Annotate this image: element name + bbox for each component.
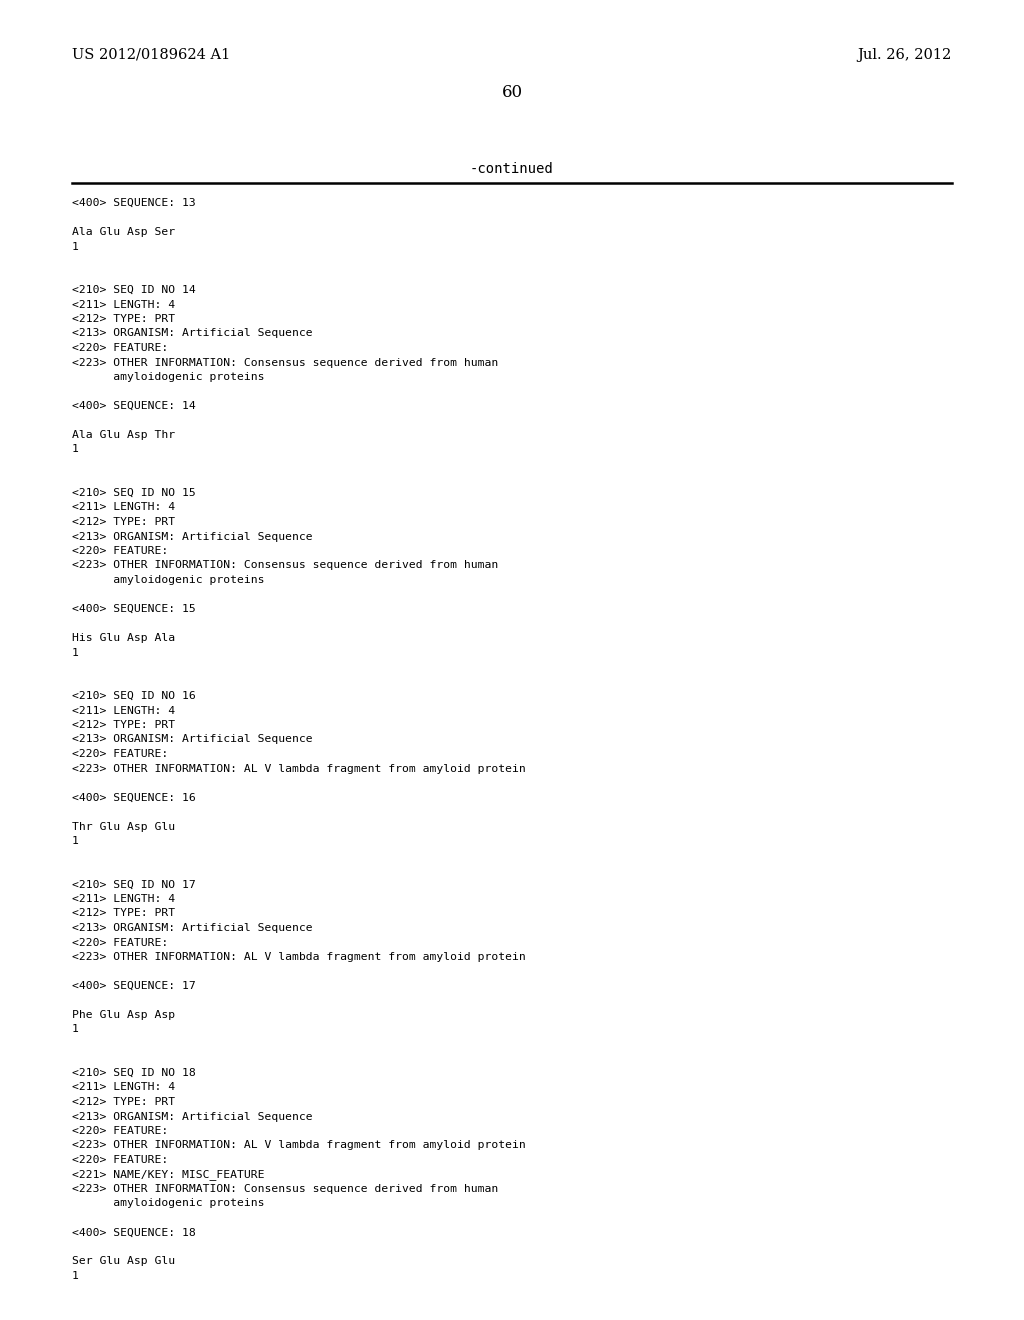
Text: <212> TYPE: PRT: <212> TYPE: PRT (72, 517, 175, 527)
Text: <223> OTHER INFORMATION: Consensus sequence derived from human: <223> OTHER INFORMATION: Consensus seque… (72, 1184, 499, 1195)
Text: <213> ORGANISM: Artificial Sequence: <213> ORGANISM: Artificial Sequence (72, 734, 312, 744)
Text: 1: 1 (72, 1024, 79, 1035)
Text: <400> SEQUENCE: 15: <400> SEQUENCE: 15 (72, 605, 196, 614)
Text: <212> TYPE: PRT: <212> TYPE: PRT (72, 908, 175, 919)
Text: <220> FEATURE:: <220> FEATURE: (72, 748, 168, 759)
Text: Jul. 26, 2012: Jul. 26, 2012 (858, 48, 952, 62)
Text: <212> TYPE: PRT: <212> TYPE: PRT (72, 1097, 175, 1107)
Text: 1: 1 (72, 836, 79, 846)
Text: amyloidogenic proteins: amyloidogenic proteins (72, 1199, 264, 1209)
Text: Thr Glu Asp Glu: Thr Glu Asp Glu (72, 821, 175, 832)
Text: <213> ORGANISM: Artificial Sequence: <213> ORGANISM: Artificial Sequence (72, 1111, 312, 1122)
Text: Phe Glu Asp Asp: Phe Glu Asp Asp (72, 1010, 175, 1020)
Text: <400> SEQUENCE: 14: <400> SEQUENCE: 14 (72, 401, 196, 411)
Text: <213> ORGANISM: Artificial Sequence: <213> ORGANISM: Artificial Sequence (72, 329, 312, 338)
Text: <213> ORGANISM: Artificial Sequence: <213> ORGANISM: Artificial Sequence (72, 923, 312, 933)
Text: 1: 1 (72, 445, 79, 454)
Text: <210> SEQ ID NO 16: <210> SEQ ID NO 16 (72, 690, 196, 701)
Text: Ser Glu Asp Glu: Ser Glu Asp Glu (72, 1257, 175, 1266)
Text: <210> SEQ ID NO 17: <210> SEQ ID NO 17 (72, 879, 196, 890)
Text: <211> LENGTH: 4: <211> LENGTH: 4 (72, 503, 175, 512)
Text: 1: 1 (72, 1271, 79, 1280)
Text: <220> FEATURE:: <220> FEATURE: (72, 343, 168, 352)
Text: His Glu Asp Ala: His Glu Asp Ala (72, 634, 175, 643)
Text: <400> SEQUENCE: 13: <400> SEQUENCE: 13 (72, 198, 196, 209)
Text: <210> SEQ ID NO 15: <210> SEQ ID NO 15 (72, 488, 196, 498)
Text: <213> ORGANISM: Artificial Sequence: <213> ORGANISM: Artificial Sequence (72, 532, 312, 541)
Text: 1: 1 (72, 648, 79, 657)
Text: <400> SEQUENCE: 18: <400> SEQUENCE: 18 (72, 1228, 196, 1238)
Text: <400> SEQUENCE: 17: <400> SEQUENCE: 17 (72, 981, 196, 991)
Text: <221> NAME/KEY: MISC_FEATURE: <221> NAME/KEY: MISC_FEATURE (72, 1170, 264, 1180)
Text: Ala Glu Asp Ser: Ala Glu Asp Ser (72, 227, 175, 238)
Text: <223> OTHER INFORMATION: AL V lambda fragment from amyloid protein: <223> OTHER INFORMATION: AL V lambda fra… (72, 763, 525, 774)
Text: US 2012/0189624 A1: US 2012/0189624 A1 (72, 48, 230, 62)
Text: 60: 60 (502, 84, 522, 102)
Text: <220> FEATURE:: <220> FEATURE: (72, 546, 168, 556)
Text: amyloidogenic proteins: amyloidogenic proteins (72, 576, 264, 585)
Text: <223> OTHER INFORMATION: Consensus sequence derived from human: <223> OTHER INFORMATION: Consensus seque… (72, 358, 499, 367)
Text: <211> LENGTH: 4: <211> LENGTH: 4 (72, 894, 175, 904)
Text: <220> FEATURE:: <220> FEATURE: (72, 1155, 168, 1166)
Text: <210> SEQ ID NO 18: <210> SEQ ID NO 18 (72, 1068, 196, 1078)
Text: <212> TYPE: PRT: <212> TYPE: PRT (72, 719, 175, 730)
Text: -continued: -continued (470, 162, 554, 176)
Text: <212> TYPE: PRT: <212> TYPE: PRT (72, 314, 175, 323)
Text: <211> LENGTH: 4: <211> LENGTH: 4 (72, 1082, 175, 1093)
Text: <223> OTHER INFORMATION: AL V lambda fragment from amyloid protein: <223> OTHER INFORMATION: AL V lambda fra… (72, 1140, 525, 1151)
Text: <223> OTHER INFORMATION: Consensus sequence derived from human: <223> OTHER INFORMATION: Consensus seque… (72, 561, 499, 570)
Text: <400> SEQUENCE: 16: <400> SEQUENCE: 16 (72, 792, 196, 803)
Text: <220> FEATURE:: <220> FEATURE: (72, 1126, 168, 1137)
Text: <211> LENGTH: 4: <211> LENGTH: 4 (72, 300, 175, 309)
Text: amyloidogenic proteins: amyloidogenic proteins (72, 372, 264, 381)
Text: Ala Glu Asp Thr: Ala Glu Asp Thr (72, 430, 175, 440)
Text: <211> LENGTH: 4: <211> LENGTH: 4 (72, 705, 175, 715)
Text: <210> SEQ ID NO 14: <210> SEQ ID NO 14 (72, 285, 196, 294)
Text: 1: 1 (72, 242, 79, 252)
Text: <220> FEATURE:: <220> FEATURE: (72, 937, 168, 948)
Text: <223> OTHER INFORMATION: AL V lambda fragment from amyloid protein: <223> OTHER INFORMATION: AL V lambda fra… (72, 952, 525, 962)
